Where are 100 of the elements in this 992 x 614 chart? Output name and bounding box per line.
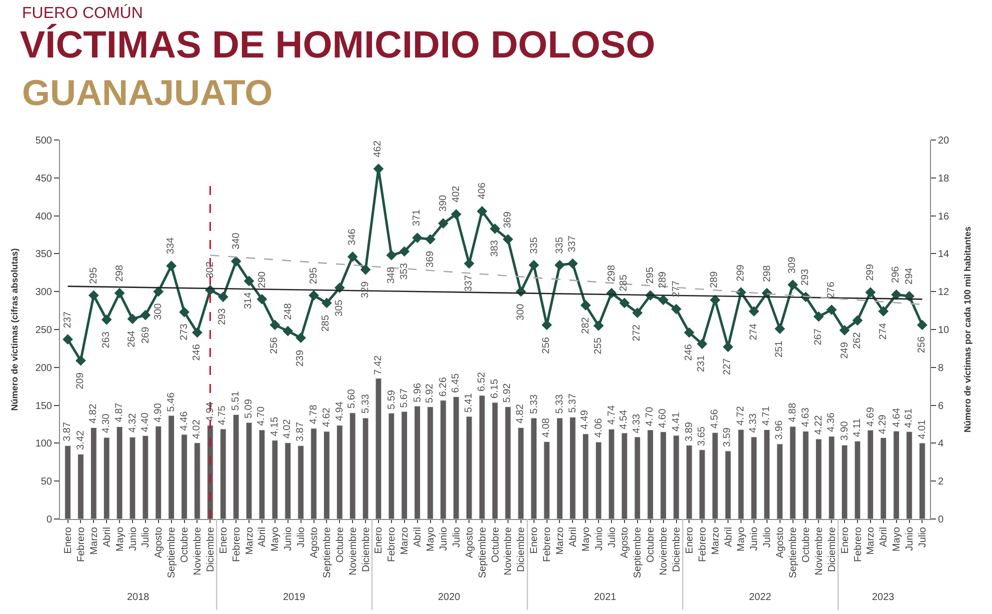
data-label: 282 (580, 316, 592, 334)
x-tick-label: Mayo (736, 526, 748, 552)
data-label: 5.67 (398, 388, 410, 408)
x-tick-label: Agosto (464, 526, 476, 558)
data-label: 5.46 (166, 392, 177, 412)
data-label: 5.59 (386, 390, 398, 410)
data-label: 248 (282, 302, 294, 320)
data-label: 295 (644, 266, 656, 284)
data-label: 4.71 (761, 406, 772, 426)
x-tick-label: Junio (904, 526, 916, 551)
data-label: 369 (502, 211, 514, 228)
x-tick-label: Junio (594, 526, 605, 551)
x-tick-label: Abril (257, 527, 268, 548)
x-tick-label: Abril (102, 527, 113, 548)
data-label: 5.60 (346, 388, 358, 408)
text: 2022 (749, 592, 772, 603)
data-label: 274 (878, 322, 890, 340)
data-label: 383 (489, 240, 500, 257)
data-label: 4.32 (127, 412, 138, 433)
x-tick-label: Noviembre (814, 526, 825, 576)
data-label: 4.08 (541, 418, 552, 438)
x-tick-label: Septiembre (477, 526, 488, 578)
data-label: 5.33 (360, 394, 372, 414)
bar (129, 436, 136, 519)
y-tick-label: 200 (35, 362, 52, 374)
data-label: 3.42 (76, 430, 87, 450)
bar (284, 442, 292, 519)
data-label: 209 (75, 372, 86, 390)
data-label: 4.60 (657, 408, 668, 428)
data-label: 3.96 (774, 420, 785, 440)
chart-title: VÍCTIMAS DE HOMICIDIO DOLOSO (20, 23, 656, 66)
data-label: 5.92 (502, 382, 514, 403)
data-label: 5.92 (424, 383, 436, 404)
y2-axis-title: Número de víctimas por cada 100 mil habitantes (962, 226, 972, 433)
data-label: 4.90 (153, 402, 164, 423)
x-tick-label: Marzo (88, 526, 100, 555)
bar (544, 441, 550, 519)
data-label: 4.22 (814, 414, 825, 435)
bar (724, 450, 732, 519)
bar (816, 438, 822, 519)
data-label: 4.15 (270, 416, 281, 436)
data-label: 369 (424, 250, 436, 268)
data-label: 299 (736, 264, 747, 282)
data-label: 4.33 (631, 413, 642, 434)
data-label: 4.46 (178, 410, 190, 431)
x-tick-label: Octubre (646, 526, 657, 563)
data-label: 4.87 (114, 402, 125, 422)
bar (776, 444, 783, 519)
y-axis-title: Número de víctimas (cifras absolutas) (10, 248, 20, 411)
data-label: 299 (865, 264, 876, 281)
x-tick-label: Enero (529, 526, 540, 554)
x-tick-label: Agosto (775, 526, 786, 558)
data-label: 277 (671, 280, 682, 298)
y2-tick-label: 4 (938, 438, 944, 450)
bar (492, 402, 498, 519)
text: 2020 (438, 592, 461, 603)
data-label: 6.52 (476, 372, 488, 392)
data-label: 3.90 (839, 420, 850, 441)
y-tick-label: 500 (35, 136, 52, 146)
data-label: 4.63 (800, 407, 812, 427)
y2-tick-label: 10 (938, 325, 950, 336)
data-label: 256 (916, 336, 928, 354)
bar (634, 436, 641, 519)
x-tick-label: Octubre (800, 526, 812, 563)
y-tick-label: 250 (35, 325, 52, 336)
bar (220, 428, 226, 519)
data-label: 285 (320, 314, 332, 332)
x-tick-label: Junio (128, 526, 139, 551)
y2-tick-label: 16 (938, 211, 950, 222)
x-tick-label: Marzo (866, 526, 877, 555)
data-label: 246 (684, 344, 695, 361)
bar (388, 412, 395, 519)
data-label: 4.29 (878, 414, 889, 434)
data-label: 298 (762, 264, 773, 282)
x-tick-label: Agosto (309, 526, 320, 558)
data-label: 5.41 (464, 392, 475, 413)
data-label: 314 (243, 292, 254, 310)
data-label: 295 (88, 266, 100, 284)
data-label: 371 (412, 208, 423, 226)
x-tick-label: Abril (568, 527, 579, 548)
data-label: 3.89 (684, 422, 695, 442)
data-label: 337 (464, 274, 475, 292)
data-label: 4.61 (904, 408, 915, 428)
data-label: 4.54 (618, 410, 630, 430)
data-label: 305 (334, 299, 345, 316)
data-label: 4.02 (191, 419, 202, 440)
data-label: 267 (813, 328, 824, 346)
x-tick-label: Noviembre (658, 526, 670, 576)
y2-tick-label: 2 (938, 476, 944, 488)
data-label: 4.62 (321, 407, 332, 428)
x-tick-label: Julio (296, 526, 308, 548)
data-label: 5.33 (554, 394, 566, 414)
x-tick-label: Julio (606, 526, 618, 548)
x-tick-label: Febrero (697, 526, 708, 562)
data-label: 353 (398, 262, 410, 280)
x-tick-label: Marzo (710, 526, 722, 555)
data-label: 5.96 (412, 382, 424, 402)
data-label: 293 (217, 308, 228, 326)
data-label: 4.94 (334, 401, 346, 422)
bar (440, 400, 446, 519)
